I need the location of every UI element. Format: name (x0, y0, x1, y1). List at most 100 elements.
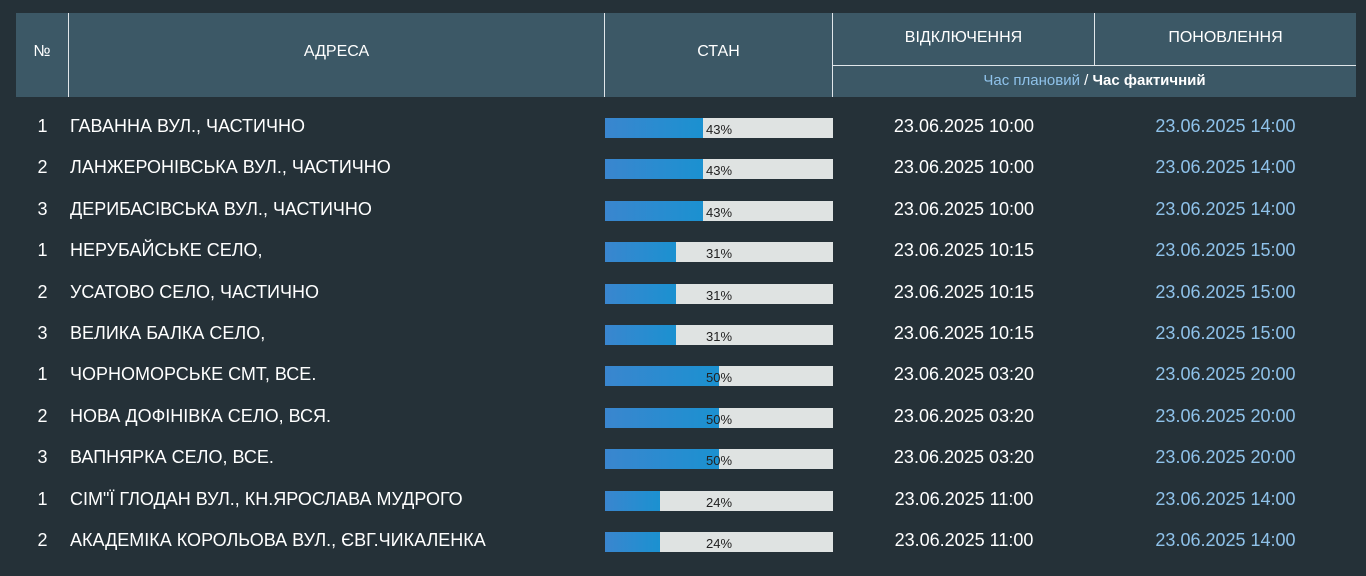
row-outage-time: 23.06.2025 03:20 (893, 447, 1035, 468)
progress-bar: 43% (605, 159, 833, 180)
row-address: ЛАНЖЕРОНІВСЬКА ВУЛ., ЧАСТИЧНО (70, 157, 391, 178)
table-row: 3 ДЕРИБАСІВСЬКА ВУЛ., ЧАСТИЧНО 43% 23.06.20… (16, 189, 1356, 230)
column-header-num: № (16, 13, 69, 97)
progress-bar-fill (605, 366, 719, 387)
row-address: ДЕРИБАСІВСЬКА ВУЛ., ЧАСТИЧНО (70, 198, 372, 219)
column-header-outage: ВІДКЛЮЧЕННЯ (833, 13, 1095, 65)
table-row: 3 ВЕЛИКА БАЛКА СЕЛО, 31% 23.06.2025 10:15 23… (16, 313, 1356, 354)
row-number: 1 (37, 488, 48, 509)
time-actual-label: Час фактичний (1092, 72, 1206, 89)
table-row: 1 ГАВАННА ВУЛ., ЧАСТИЧНО 43% 23.06.2025 10:… (16, 106, 1356, 147)
table-row: 2 АКАДЕМІКА КОРОЛЬОВА ВУЛ., ЄВГ.ЧИКАЛЕНКА… (16, 520, 1356, 561)
row-outage-time: 23.06.2025 10:15 (893, 240, 1035, 261)
row-outage-time: 23.06.2025 03:20 (893, 364, 1035, 385)
row-address: ВАПНЯРКА СЕЛО, ВСЕ. (70, 447, 274, 468)
progress-bar: 31% (605, 242, 833, 263)
row-outage-time: 23.06.2025 10:00 (893, 116, 1035, 136)
progress-bar-fill (605, 283, 676, 304)
progress-label: 50% (705, 370, 733, 386)
table-body: 1 ГАВАННА ВУЛ., ЧАСТИЧНО 43% 23.06.2025 10:… (16, 106, 1356, 561)
time-separator: / (1079, 72, 1093, 89)
row-state: 43% (605, 147, 833, 188)
progress-bar-fill (605, 324, 676, 345)
table-row: 1 СІМ"Ї ГЛОДАН ВУЛ., КН.ЯРОСЛАВА МУДРОГО 2… (16, 479, 1356, 520)
progress-bar: 31% (605, 283, 833, 304)
progress-label: 31% (705, 328, 733, 344)
table-row: 1 ЧОРНОМОРСЬКЕ СМТ, ВСЕ. 50% 23.06.2025 03:… (16, 354, 1356, 395)
row-state: 31% (605, 313, 833, 354)
table-row: 2 УСАТОВО СЕЛО, ЧАСТИЧНО 31% 23.06.2025 10:… (16, 272, 1356, 313)
row-number: 2 (37, 529, 48, 550)
column-header-update: ПОНОВЛЕННЯ (1168, 29, 1283, 46)
row-update-time: 23.06.2025 14:00 (1155, 157, 1296, 178)
row-number: 1 (37, 116, 48, 136)
progress-label: 50% (705, 453, 733, 469)
table-header: № АДРЕСА СТАН ВІДКЛЮЧЕННЯ ПОНОВЛЕННЯ Час… (16, 13, 1356, 97)
outage-table: № АДРЕСА СТАН ВІДКЛЮЧЕННЯ ПОНОВЛЕННЯ Час… (16, 13, 1356, 561)
progress-label: 43% (705, 163, 733, 179)
row-update-time: 23.06.2025 14:00 (1155, 198, 1296, 219)
progress-bar-fill (605, 242, 676, 263)
row-update-time: 23.06.2025 15:00 (1155, 281, 1296, 302)
time-legend: Час плановий / Час фактичний (833, 65, 1356, 97)
row-update-time: 23.06.2025 14:00 (1155, 529, 1296, 550)
row-address: НЕРУБАЙСЬКЕ СЕЛО, (70, 240, 263, 261)
progress-bar: 50% (605, 407, 833, 428)
progress-label: 31% (705, 287, 733, 303)
progress-label: 24% (705, 494, 733, 510)
progress-bar: 50% (605, 449, 833, 470)
progress-bar-fill (605, 407, 719, 428)
row-update-time: 23.06.2025 15:00 (1155, 240, 1296, 261)
row-update-time: 23.06.2025 14:00 (1155, 488, 1296, 509)
progress-bar-fill (605, 118, 704, 138)
row-number: 3 (37, 198, 48, 219)
time-planned-label: Час плановий (983, 72, 1080, 89)
row-update-time: 23.06.2025 15:00 (1155, 322, 1296, 343)
row-address: ВЕЛИКА БАЛКА СЕЛО, (70, 322, 266, 343)
row-state: 43% (605, 189, 833, 230)
column-header-state: СТАН (605, 13, 833, 97)
progress-bar: 43% (605, 118, 833, 138)
table-row: 3 ВАПНЯРКА СЕЛО, ВСЕ. 50% 23.06.2025 03:20 2… (16, 437, 1356, 478)
progress-bar: 50% (605, 366, 833, 387)
progress-bar: 43% (605, 200, 833, 221)
row-state: 50% (605, 354, 833, 395)
row-state: 50% (605, 437, 833, 478)
progress-label: 24% (705, 535, 733, 551)
progress-bar-fill (605, 200, 704, 221)
row-address: ГАВАННА ВУЛ., ЧАСТИЧНО (70, 116, 305, 136)
row-state: 31% (605, 230, 833, 271)
row-outage-time: 23.06.2025 11:00 (894, 529, 1034, 550)
row-address: НОВА ДОФІНІВКА СЕЛО, ВСЯ. (70, 405, 332, 426)
row-number: 3 (37, 447, 48, 468)
row-number: 2 (37, 405, 48, 426)
row-number: 1 (37, 364, 48, 385)
row-outage-time: 23.06.2025 03:20 (893, 405, 1035, 426)
row-number: 3 (37, 322, 48, 343)
progress-bar-fill (605, 490, 660, 511)
progress-label: 50% (705, 411, 733, 427)
progress-bar: 31% (605, 324, 833, 345)
row-address: ЧОРНОМОРСЬКЕ СМТ, ВСЕ. (70, 364, 317, 385)
progress-label: 31% (705, 246, 733, 262)
row-number: 2 (37, 157, 48, 178)
table-row: 2 НОВА ДОФІНІВКА СЕЛО, ВСЯ. 50% 23.06.2025 … (16, 396, 1356, 437)
row-number: 1 (37, 240, 48, 261)
progress-label: 43% (705, 204, 733, 220)
row-address: АКАДЕМІКА КОРОЛЬОВА ВУЛ., ЄВГ.ЧИКАЛЕНКА (70, 529, 486, 550)
row-update-time: 23.06.2025 20:00 (1155, 364, 1296, 385)
row-outage-time: 23.06.2025 10:00 (893, 157, 1035, 178)
table-row: 1 НЕРУБАЙСЬКЕ СЕЛО, 31% 23.06.2025 10:15 23.… (16, 230, 1356, 271)
progress-bar: 24% (605, 490, 833, 511)
row-state: 24% (605, 520, 833, 561)
progress-bar-fill (605, 159, 704, 180)
row-state: 31% (605, 272, 833, 313)
progress-label: 43% (705, 122, 733, 137)
row-state: 43% (605, 106, 833, 147)
row-outage-time: 23.06.2025 10:15 (893, 281, 1035, 302)
row-address: СІМ"Ї ГЛОДАН ВУЛ., КН.ЯРОСЛАВА МУДРОГО (70, 488, 463, 509)
row-address: УСАТОВО СЕЛО, ЧАСТИЧНО (70, 281, 319, 302)
row-number: 2 (37, 281, 48, 302)
row-update-time: 23.06.2025 14:00 (1155, 116, 1296, 136)
row-state: 50% (605, 396, 833, 437)
